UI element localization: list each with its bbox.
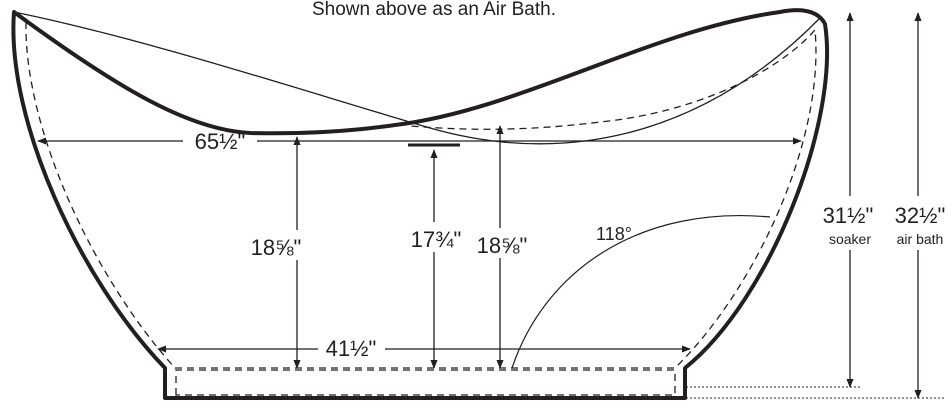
left-depth-label-bg — [252, 230, 314, 260]
tub-base-dashed — [175, 369, 676, 396]
soaker-height-value: 31½" — [823, 203, 874, 228]
airbath-height-value: 32½" — [895, 203, 946, 228]
center-depth-label: 17¾" — [411, 227, 462, 252]
tub-inner-dashed-contour — [25, 21, 817, 369]
airbath-label-bg — [882, 196, 952, 250]
overall-length-label: 65½" — [195, 129, 246, 154]
backrest-angle-arc — [511, 215, 771, 369]
base-length-label: 41½" — [326, 336, 377, 361]
left-depth-label: 18⅝" — [251, 235, 302, 260]
soaker-height-label: soaker — [829, 231, 871, 247]
soaker-label-bg — [814, 196, 880, 250]
backrest-angle-label: 118° — [596, 224, 632, 244]
center-depth-label-bg — [404, 222, 470, 252]
airbath-height-label: air bath — [897, 231, 944, 247]
right-depth-label-bg — [470, 228, 536, 258]
tub-outer-outline — [11, 8, 830, 400]
caption-text: Shown above as an Air Bath. — [312, 0, 556, 20]
right-depth-label: 18⅝" — [477, 233, 528, 258]
